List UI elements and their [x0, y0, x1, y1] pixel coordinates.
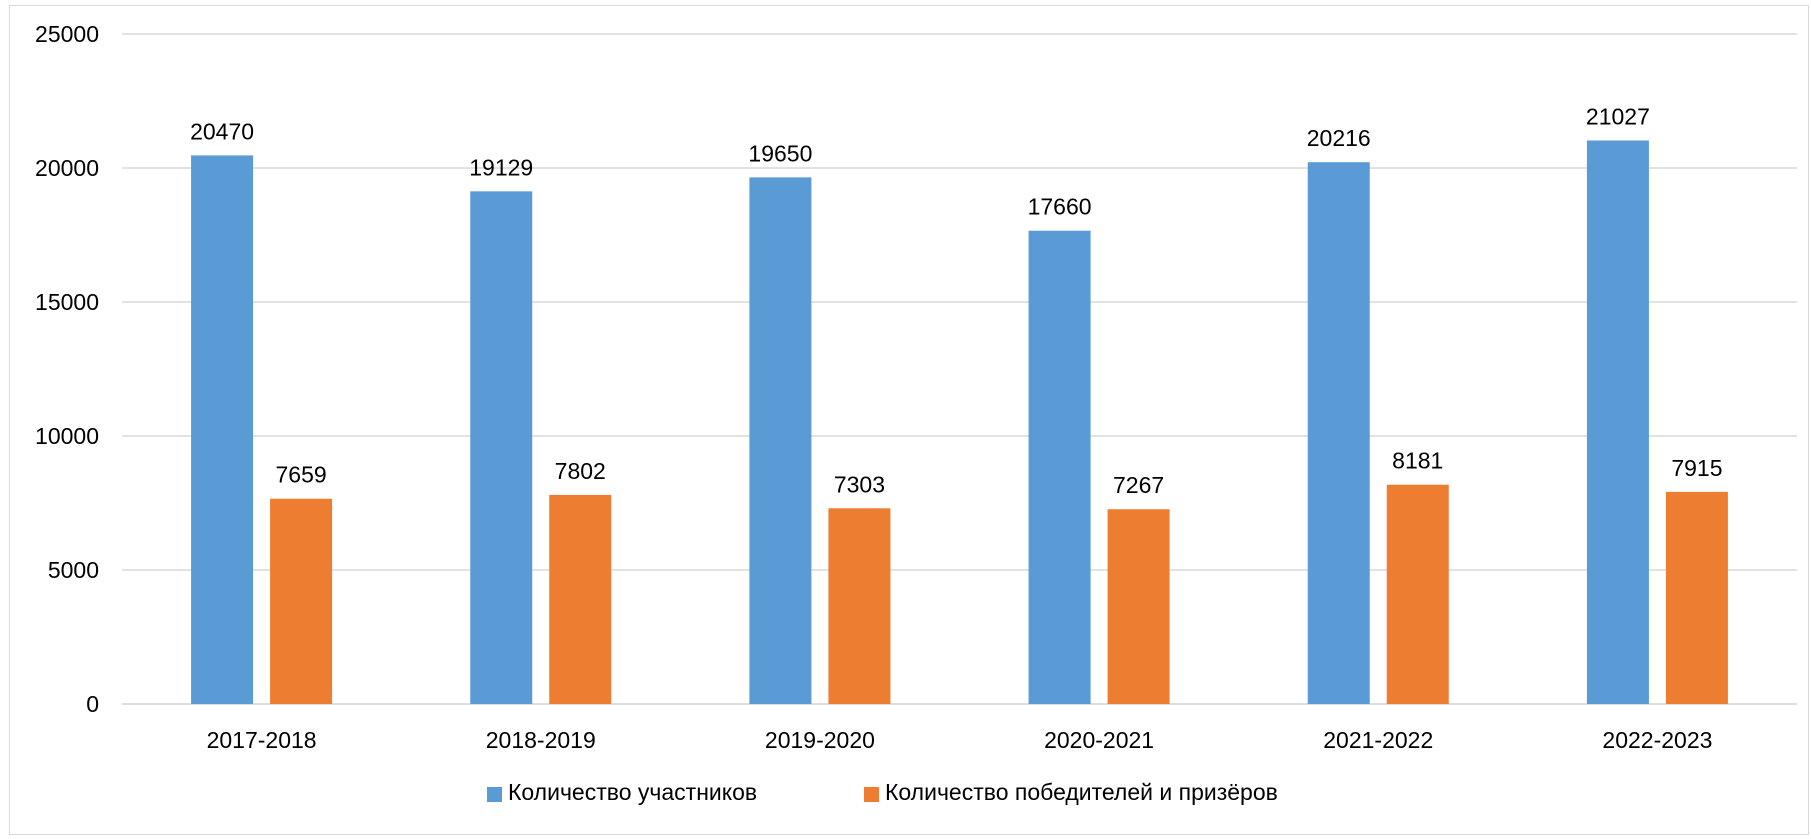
legend-label-series0: Количество участников [508, 779, 757, 805]
y-tick-label-25000: 25000 [35, 21, 99, 47]
bar-series0-2021-2022 [1307, 162, 1370, 705]
bar-series0-2019-2020 [749, 177, 812, 704]
data-label-series1-2021-2022: 8181 [1392, 448, 1443, 474]
data-label-series1-2018-2019: 7802 [555, 458, 606, 484]
bar-series1-2021-2022 [1386, 484, 1449, 704]
data-label-series1-2022-2023: 7915 [1671, 455, 1722, 481]
bar-series1-2019-2020 [828, 508, 891, 704]
x-axis-category-labels: 2017-2018 2018-2019 2019-2020 2020-2021 2021… [207, 727, 1713, 753]
data-label-series0-2018-2019: 19129 [469, 154, 533, 180]
bars [191, 140, 1728, 705]
bar-series1-2017-2018 [270, 498, 333, 704]
y-tick-label-0: 0 [86, 691, 99, 717]
data-label-series0-2019-2020: 19650 [748, 140, 812, 166]
bar-series1-2018-2019 [549, 494, 612, 704]
bar-series1-2022-2023 [1665, 491, 1728, 704]
x-category-label-2020-2021: 2020-2021 [1044, 727, 1154, 753]
data-label-series1-2020-2021: 7267 [1113, 472, 1164, 498]
y-axis-tick-labels: 0 5000 10000 15000 20000 25000 [35, 21, 99, 717]
bar-series1-2020-2021 [1107, 509, 1170, 704]
x-category-label-2022-2023: 2022-2023 [1602, 727, 1712, 753]
data-label-series0-2020-2021: 17660 [1028, 194, 1092, 220]
y-tick-label-10000: 10000 [35, 423, 99, 449]
x-category-label-2017-2018: 2017-2018 [207, 727, 317, 753]
bar-series0-2018-2019 [470, 191, 533, 705]
y-tick-label-5000: 5000 [48, 557, 99, 583]
legend: Количество участников Количество победите… [487, 779, 1278, 805]
data-label-series0-2022-2023: 21027 [1586, 103, 1650, 129]
y-tick-label-15000: 15000 [35, 289, 99, 315]
data-label-series0-2017-2018: 20470 [190, 118, 254, 144]
bar-series0-2020-2021 [1028, 230, 1091, 704]
legend-label-series1: Количество победителей и призёров [885, 779, 1278, 805]
x-category-label-2018-2019: 2018-2019 [486, 727, 596, 753]
x-category-label-2021-2022: 2021-2022 [1323, 727, 1433, 753]
bar-series0-2022-2023 [1586, 140, 1649, 705]
legend-swatch-series1 [864, 787, 879, 802]
bar-series0-2017-2018 [191, 155, 254, 705]
data-label-series1-2019-2020: 7303 [834, 471, 885, 497]
legend-swatch-series0 [487, 787, 502, 802]
data-label-series1-2017-2018: 7659 [275, 462, 326, 488]
y-tick-label-20000: 20000 [35, 155, 99, 181]
x-category-label-2019-2020: 2019-2020 [765, 727, 875, 753]
data-labels: 20470 7659 19129 7802 19650 7303 17660 7267 2021… [190, 103, 1722, 498]
gridlines [122, 33, 1797, 705]
data-label-series0-2021-2022: 20216 [1307, 125, 1371, 151]
